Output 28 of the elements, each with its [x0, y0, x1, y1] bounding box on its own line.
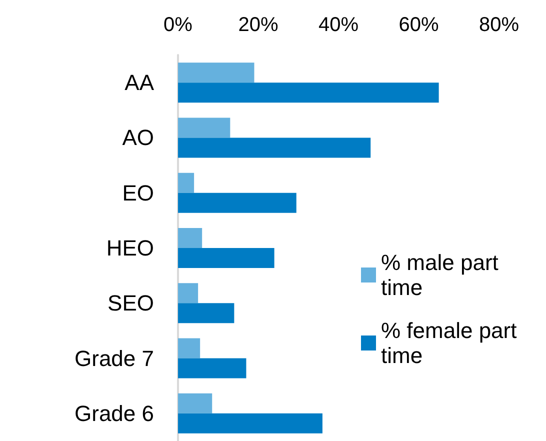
legend-label: % female part time [381, 318, 523, 368]
y-tick-label: Grade 6 [74, 400, 154, 426]
bar [178, 62, 254, 83]
bar [178, 338, 200, 358]
y-tick-label: AA [124, 70, 154, 96]
bar [178, 358, 246, 378]
legend-label: % male part time [381, 250, 504, 300]
bar [178, 228, 202, 248]
x-tick-label: 80% [478, 14, 520, 36]
bar [178, 413, 322, 434]
x-tick-label: 40% [318, 14, 359, 36]
y-tick-label: EO [122, 180, 154, 206]
bar [178, 82, 439, 103]
bar [178, 138, 371, 158]
bar [178, 283, 198, 304]
y-tick-label: HEO [106, 236, 154, 260]
bar [178, 393, 212, 414]
bar [178, 172, 194, 193]
x-tick-label: 20% [238, 14, 278, 36]
bar [178, 192, 296, 213]
bar [178, 118, 230, 138]
y-tick-label: Grade 7 [74, 346, 154, 371]
x-tick-label: 0% [164, 14, 193, 36]
x-tick-label: 60% [398, 14, 439, 36]
y-tick-label: SEO [108, 290, 154, 316]
y-tick-label: AO [122, 125, 154, 150]
bar [178, 303, 234, 324]
bar [178, 248, 274, 268]
